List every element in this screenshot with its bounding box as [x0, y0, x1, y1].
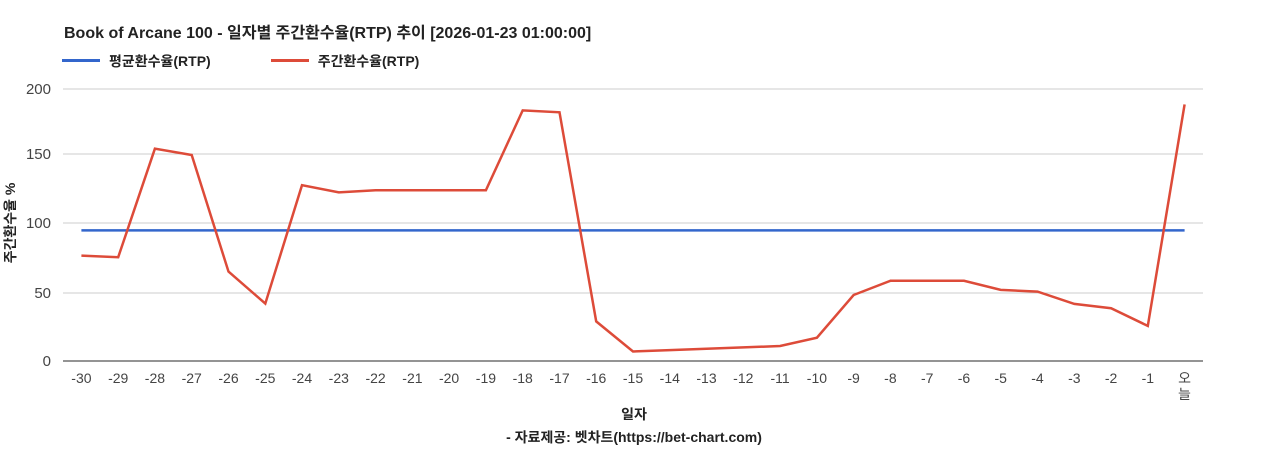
svg-text:-5: -5 [994, 370, 1007, 386]
svg-text:-22: -22 [365, 370, 385, 386]
svg-text:-3: -3 [1068, 370, 1081, 386]
svg-text:-23: -23 [329, 370, 349, 386]
svg-text:-24: -24 [292, 370, 312, 386]
svg-text:-28: -28 [145, 370, 165, 386]
svg-text:50: 50 [34, 285, 51, 302]
svg-text:-20: -20 [439, 370, 459, 386]
svg-text:-1: -1 [1142, 370, 1155, 386]
svg-text:오늘: 오늘 [1178, 370, 1191, 402]
svg-text:-12: -12 [733, 370, 753, 386]
svg-text:-14: -14 [660, 370, 680, 386]
svg-text:-7: -7 [921, 370, 934, 386]
svg-text:0: 0 [43, 353, 51, 370]
svg-text:-30: -30 [71, 370, 91, 386]
svg-text:-25: -25 [255, 370, 275, 386]
svg-text:-27: -27 [182, 370, 202, 386]
svg-text:-26: -26 [218, 370, 238, 386]
svg-text:-11: -11 [770, 370, 789, 386]
svg-text:100: 100 [26, 215, 51, 232]
svg-text:-16: -16 [586, 370, 606, 386]
svg-text:-10: -10 [807, 370, 827, 386]
svg-text:-21: -21 [402, 370, 422, 386]
svg-text:-17: -17 [549, 370, 569, 386]
svg-text:-13: -13 [696, 370, 716, 386]
svg-text:-19: -19 [476, 370, 496, 386]
svg-text:200: 200 [26, 81, 51, 98]
svg-text:-4: -4 [1031, 370, 1044, 386]
svg-text:-2: -2 [1105, 370, 1118, 386]
svg-text:-29: -29 [108, 370, 128, 386]
svg-text:-18: -18 [513, 370, 533, 386]
svg-text:-9: -9 [847, 370, 860, 386]
svg-text:-15: -15 [623, 370, 643, 386]
svg-text:-8: -8 [884, 370, 897, 386]
svg-text:150: 150 [26, 146, 51, 163]
svg-text:-6: -6 [958, 370, 971, 386]
